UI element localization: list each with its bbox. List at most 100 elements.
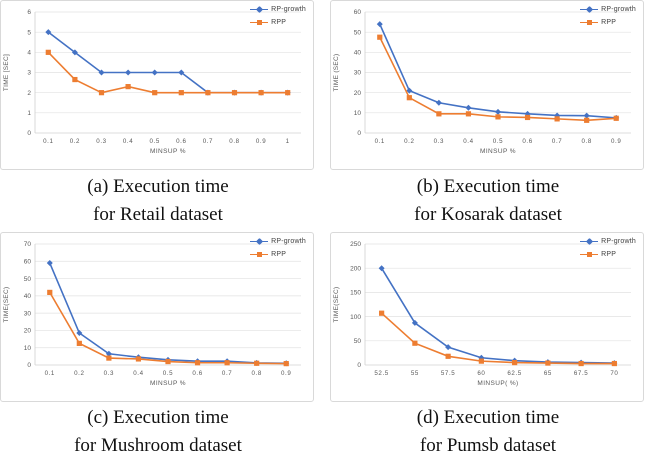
legend-item-rp-growth: RP-growth (250, 4, 306, 14)
caption-a-line2: for Retail dataset (93, 204, 223, 225)
legend-label: RP-growth (271, 5, 306, 13)
legend-label: RP-growth (271, 237, 306, 245)
legend-item-rp-growth: RP-growth (580, 236, 636, 246)
svg-text:10: 10 (354, 110, 362, 117)
chart-panel-a: 0 1 2 3 4 5 6 0.1 0.2 0.3 0.4 0.5 0.6 0.7 0.8 0.9 1 MINSU… (0, 0, 316, 232)
svg-text:57.5: 57.5 (441, 370, 455, 377)
svg-text:1: 1 (27, 110, 31, 117)
rpp-line-icon (250, 18, 269, 26)
svg-text:0.2: 0.2 (70, 138, 80, 145)
svg-text:60: 60 (477, 370, 485, 377)
svg-text:6: 6 (27, 9, 31, 16)
chart-c: 0 10 20 30 40 50 60 70 0.1 0.2 0.3 0.4 0.5 0.6 0.7 0.8 0… (0, 232, 314, 402)
svg-text:0.3: 0.3 (96, 138, 106, 145)
rp-growth-line-icon (580, 5, 599, 13)
caption-b-line1: (b) Execution time (416, 176, 560, 198)
svg-text:0.4: 0.4 (133, 370, 143, 377)
caption-d-line1: (d) Execution time (416, 406, 560, 428)
svg-text:0.6: 0.6 (192, 370, 202, 377)
chart-a-plot: 0 1 2 3 4 5 6 0.1 0.2 0.3 0.4 0.5 0.6 0.7 0.8 0.9 1 MINSU… (3, 9, 301, 155)
svg-text:52.5: 52.5 (374, 370, 388, 377)
svg-text:0: 0 (357, 130, 361, 137)
svg-text:10: 10 (24, 345, 32, 352)
svg-text:0.2: 0.2 (404, 138, 414, 145)
svg-text:0.9: 0.9 (281, 370, 291, 377)
chart-panel-b: 0 10 20 30 40 50 60 0.1 0.2 0.3 0.4 0.5 0.6 0.7 0.8 0.9… (330, 0, 646, 232)
rpp-line-icon (580, 18, 599, 26)
svg-text:60: 60 (24, 258, 32, 265)
svg-text:150: 150 (350, 290, 361, 297)
svg-text:3: 3 (27, 70, 31, 77)
svg-text:TIME (SEC): TIME (SEC) (333, 53, 340, 91)
svg-text:TIME [SEC]: TIME [SEC] (3, 54, 10, 91)
rpp-line-icon (580, 250, 599, 258)
legend-label: RPP (271, 18, 287, 26)
svg-text:20: 20 (354, 90, 362, 97)
svg-text:0.7: 0.7 (552, 138, 562, 145)
rp-growth-line-icon (250, 5, 269, 13)
svg-text:0.5: 0.5 (163, 370, 173, 377)
svg-text:2: 2 (27, 90, 31, 97)
chart-d-plot: 0 50 100 150 200 250 52.5 55 57.5 60 62.5 65 67.5 70 M… (333, 241, 631, 387)
legend-item-rpp: RPP (250, 249, 306, 259)
legend-item-rp-growth: RP-growth (580, 4, 636, 14)
svg-text:40: 40 (24, 293, 32, 300)
svg-text:MINSUP %: MINSUP % (480, 148, 516, 155)
svg-text:0.8: 0.8 (229, 138, 239, 145)
svg-text:250: 250 (350, 241, 361, 248)
chart-d: 0 50 100 150 200 250 52.5 55 57.5 60 62.5 65 67.5 70 M… (330, 232, 644, 402)
rp-growth-line-icon (580, 237, 599, 245)
rp-growth-line-icon (250, 237, 269, 245)
svg-text:50: 50 (354, 29, 362, 36)
legend-item-rpp: RPP (250, 17, 306, 27)
caption-c-line1: (c) Execution time (87, 406, 229, 428)
svg-text:30: 30 (354, 70, 362, 77)
svg-text:0.5: 0.5 (493, 138, 503, 145)
svg-text:200: 200 (350, 265, 361, 272)
svg-text:65: 65 (544, 370, 552, 377)
legend-item-rpp: RPP (580, 249, 636, 259)
svg-text:MINSUP %: MINSUP % (150, 380, 186, 387)
legend-label: RP-growth (601, 237, 636, 245)
svg-text:0.2: 0.2 (74, 370, 84, 377)
caption-a: (a) Execution time for Retail dataset (0, 170, 316, 232)
caption-c: (c) Execution time for Mushroom dataset (0, 402, 316, 461)
svg-text:67.5: 67.5 (574, 370, 588, 377)
caption-d-line2: for Pumsb dataset (419, 434, 557, 456)
svg-text:55: 55 (411, 370, 419, 377)
chart-b-plot: 0 10 20 30 40 50 60 0.1 0.2 0.3 0.4 0.5 0.6 0.7 0.8 0.9… (333, 9, 631, 155)
legend-label: RPP (601, 250, 617, 258)
svg-text:0.6: 0.6 (522, 138, 532, 145)
caption-b-line2: for Kosarak dataset (414, 204, 562, 225)
svg-text:4: 4 (27, 50, 31, 57)
chart-a: 0 1 2 3 4 5 6 0.1 0.2 0.3 0.4 0.5 0.6 0.7 0.8 0.9 1 MINSU… (0, 0, 314, 170)
svg-text:70: 70 (24, 241, 32, 248)
legend-item-rp-growth: RP-growth (250, 236, 306, 246)
svg-text:0.9: 0.9 (611, 138, 621, 145)
svg-text:50: 50 (354, 338, 362, 345)
svg-text:0: 0 (357, 362, 361, 369)
chart-c-plot: 0 10 20 30 40 50 60 70 0.1 0.2 0.3 0.4 0.5 0.6 0.7 0.8 0… (3, 241, 301, 387)
svg-text:1: 1 (286, 138, 290, 145)
svg-text:100: 100 (350, 314, 361, 321)
svg-text:0.9: 0.9 (256, 138, 266, 145)
svg-text:0: 0 (27, 362, 31, 369)
svg-text:62.5: 62.5 (507, 370, 521, 377)
svg-text:0.8: 0.8 (581, 138, 591, 145)
svg-text:0.8: 0.8 (251, 370, 261, 377)
svg-text:50: 50 (24, 276, 32, 283)
caption-d: (d) Execution time for Pumsb dataset (330, 402, 646, 461)
chart-c-legend: RP-growth RPP (250, 236, 306, 259)
svg-text:0.1: 0.1 (43, 138, 53, 145)
caption-b: (b) Execution time for Kosarak dataset (330, 170, 646, 232)
svg-text:0.5: 0.5 (149, 138, 159, 145)
svg-text:30: 30 (24, 310, 32, 317)
svg-text:70: 70 (610, 370, 618, 377)
svg-text:0.3: 0.3 (434, 138, 444, 145)
svg-text:TIME(SEC): TIME(SEC) (3, 287, 10, 323)
legend-label: RP-growth (601, 5, 636, 13)
legend-label: RPP (271, 250, 287, 258)
svg-text:0.7: 0.7 (203, 138, 213, 145)
svg-text:0.4: 0.4 (123, 138, 133, 145)
